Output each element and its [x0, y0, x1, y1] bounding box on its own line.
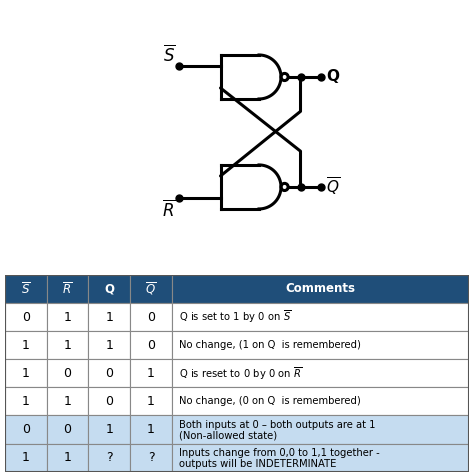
- Text: Q: Q: [326, 70, 339, 84]
- Bar: [172, 275, 469, 303]
- Text: 0: 0: [105, 367, 113, 380]
- Bar: [130, 303, 172, 331]
- Bar: [88, 303, 130, 331]
- Text: ?: ?: [106, 451, 112, 464]
- Bar: [46, 415, 88, 444]
- Text: 1: 1: [22, 451, 29, 464]
- Text: 0: 0: [22, 310, 30, 324]
- Text: 1: 1: [22, 367, 29, 380]
- Text: Comments: Comments: [286, 283, 356, 295]
- Text: (Non-allowed state): (Non-allowed state): [179, 431, 277, 441]
- Bar: [130, 415, 172, 444]
- Text: 1: 1: [105, 310, 113, 324]
- Bar: [46, 387, 88, 415]
- Text: 1: 1: [147, 367, 155, 380]
- Text: 1: 1: [147, 395, 155, 408]
- Text: $\overline{S}$: $\overline{S}$: [163, 44, 175, 64]
- Bar: [172, 303, 469, 331]
- Bar: [5, 331, 46, 359]
- Bar: [88, 331, 130, 359]
- Text: 0: 0: [64, 367, 72, 380]
- Bar: [172, 387, 469, 415]
- Text: 0: 0: [22, 423, 30, 436]
- Bar: [172, 331, 469, 359]
- Text: 1: 1: [147, 423, 155, 436]
- Text: 1: 1: [105, 339, 113, 352]
- Text: $\overline{S}$: $\overline{S}$: [21, 281, 30, 297]
- Bar: [5, 359, 46, 387]
- Text: 1: 1: [22, 339, 29, 352]
- Bar: [88, 359, 130, 387]
- Text: Both inputs at 0 – both outputs are at 1: Both inputs at 0 – both outputs are at 1: [179, 419, 375, 430]
- Text: $\overline{Q}$: $\overline{Q}$: [146, 281, 157, 297]
- Text: $\overline{R}$: $\overline{R}$: [63, 281, 73, 297]
- Bar: [5, 415, 46, 444]
- Text: 1: 1: [64, 451, 72, 464]
- Text: 0: 0: [147, 339, 155, 352]
- Text: Q: Q: [104, 283, 114, 295]
- Bar: [88, 444, 130, 472]
- Bar: [88, 275, 130, 303]
- Bar: [172, 444, 469, 472]
- Text: 1: 1: [64, 395, 72, 408]
- Text: 1: 1: [22, 395, 29, 408]
- Text: 1: 1: [64, 339, 72, 352]
- Text: $\overline{Q}$: $\overline{Q}$: [326, 176, 340, 198]
- Text: outputs will be INDETERMINATE: outputs will be INDETERMINATE: [179, 459, 337, 469]
- Bar: [5, 444, 46, 472]
- Bar: [130, 444, 172, 472]
- Bar: [46, 444, 88, 472]
- Text: Q is set to 1 by 0 on $\overline{S}$: Q is set to 1 by 0 on $\overline{S}$: [179, 309, 292, 325]
- Text: No change, (1 on Q  is remembered): No change, (1 on Q is remembered): [179, 340, 361, 350]
- Bar: [46, 359, 88, 387]
- Text: $\overline{R}$: $\overline{R}$: [162, 200, 175, 220]
- Bar: [46, 275, 88, 303]
- Bar: [172, 359, 469, 387]
- Bar: [46, 331, 88, 359]
- Text: ?: ?: [148, 451, 155, 464]
- Text: 1: 1: [105, 423, 113, 436]
- Bar: [5, 275, 46, 303]
- Text: 0: 0: [147, 310, 155, 324]
- Bar: [88, 415, 130, 444]
- Bar: [46, 303, 88, 331]
- Bar: [88, 387, 130, 415]
- Text: 0: 0: [105, 395, 113, 408]
- Bar: [172, 415, 469, 444]
- Bar: [5, 303, 46, 331]
- Text: 0: 0: [64, 423, 72, 436]
- Text: 1: 1: [64, 310, 72, 324]
- Text: Q is reset to 0 by 0 on $\overline{R}$: Q is reset to 0 by 0 on $\overline{R}$: [179, 365, 302, 382]
- Text: Inputs change from 0,0 to 1,1 together -: Inputs change from 0,0 to 1,1 together -: [179, 448, 380, 458]
- Bar: [130, 331, 172, 359]
- Text: No change, (0 on Q  is remembered): No change, (0 on Q is remembered): [179, 396, 361, 406]
- Bar: [130, 387, 172, 415]
- Bar: [130, 275, 172, 303]
- Bar: [130, 359, 172, 387]
- Bar: [5, 387, 46, 415]
